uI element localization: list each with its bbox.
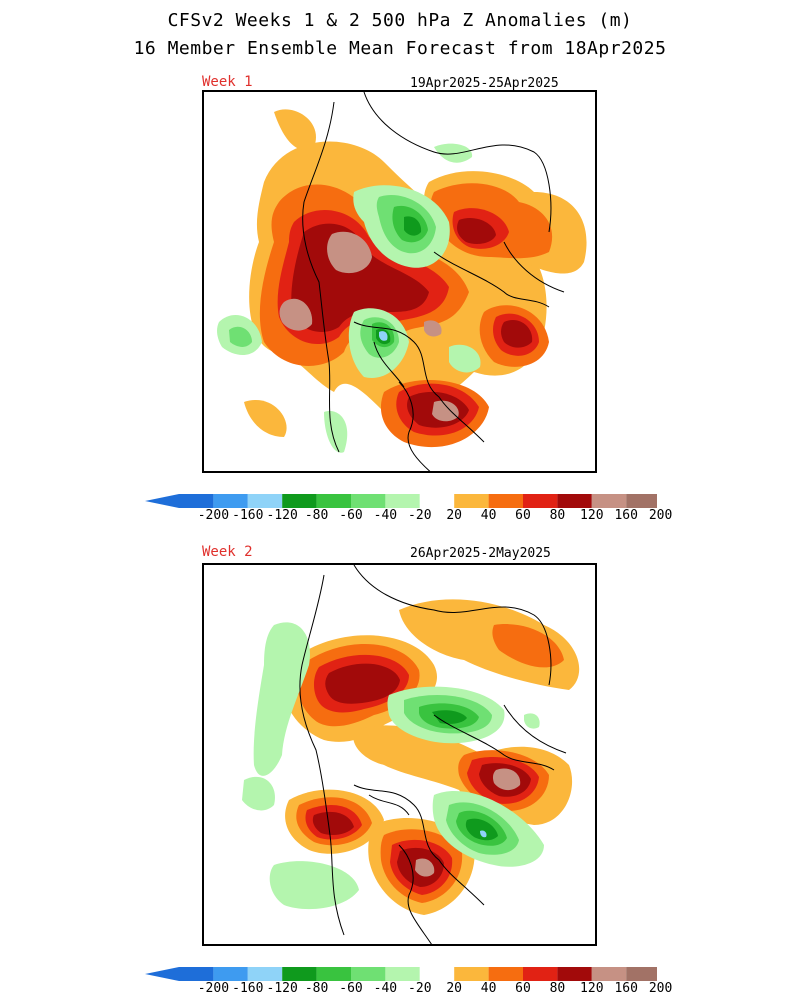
week2-anomaly-map: [202, 563, 597, 946]
colorbar-swatch: [523, 967, 558, 981]
colorbar-tick-label: -200: [197, 981, 230, 996]
colorbar-swatch: [454, 967, 489, 981]
colorbar-week1-labels: -200 -160 -120 -80 -60 -40 -20 20 40 60 80 120 160 20…: [145, 508, 673, 524]
colorbar-swatch: [385, 494, 420, 508]
panel1-week-label: Week 1: [202, 74, 253, 90]
colorbar-swatch: [351, 494, 386, 508]
colorbar-tick-label: 20: [446, 508, 463, 523]
colorbar-tick-label: 60: [515, 981, 531, 996]
colorbar-swatch: [557, 494, 592, 508]
colorbar-tick-label: 120: [580, 508, 604, 523]
colorbar-week1: -200 -160 -120 -80 -60 -40 -20 20 40 60 80 120 160 20…: [145, 492, 695, 532]
colorbar-swatch: [419, 494, 455, 508]
colorbar-swatch: [247, 967, 283, 981]
colorbar-tick-label: 200: [648, 981, 673, 996]
colorbar-tick-label: -80: [304, 508, 329, 523]
colorbar-swatch: [179, 967, 214, 981]
colorbar-swatch: [419, 967, 455, 981]
week2-coastlines: [299, 565, 567, 944]
colorbar-tick-label: -20: [408, 508, 432, 523]
colorbar-tick-label: -40: [373, 981, 398, 996]
colorbar-week2: -200 -160 -120 -80 -60 -40 -20 20 40 60 80 120 160 20…: [145, 965, 695, 1005]
colorbar-swatch: [213, 967, 248, 981]
chart-title-line2: 16 Member Ensemble Mean Forecast from 18…: [133, 38, 667, 59]
week1-coastlines: [302, 92, 565, 471]
colorbar-tick-label: -80: [304, 981, 329, 996]
colorbar-tick-label: 80: [549, 981, 566, 996]
colorbar-week2-labels: -200 -160 -120 -80 -60 -40 -20 20 40 60 80 120 160 20…: [145, 981, 673, 997]
colorbar-swatch: [351, 967, 386, 981]
colorbar-swatch: [523, 494, 558, 508]
colorbar-swatch: [282, 967, 317, 981]
colorbar-swatch: [557, 967, 592, 981]
colorbar-swatch: [385, 967, 420, 981]
colorbar-tick-label: -160: [232, 508, 264, 523]
colorbar-swatch: [488, 494, 523, 508]
panel2-week-label: Week 2: [202, 544, 253, 560]
week1-positive-anomalies: [244, 109, 587, 448]
colorbar-swatch: [591, 494, 627, 508]
week1-anomaly-map: [202, 90, 597, 473]
colorbar-swatch: [454, 494, 489, 508]
colorbar-tick-label: -20: [408, 981, 432, 996]
colorbar-tick-label: 60: [515, 508, 531, 523]
colorbar-low-arrow: [145, 494, 179, 508]
colorbar-tick-label: 40: [480, 981, 497, 996]
colorbar-swatch: [213, 494, 248, 508]
colorbar-tick-label: -200: [197, 508, 230, 523]
colorbar-tick-label: 160: [614, 981, 638, 996]
colorbar-swatch: [591, 967, 627, 981]
week2-map-svg: [242, 565, 580, 944]
colorbar-tick-label: -120: [266, 508, 298, 523]
week2-negative-anomalies: [242, 622, 544, 910]
colorbar-swatch: [626, 494, 661, 508]
colorbar-swatch: [488, 967, 523, 981]
colorbar-tick-label: -60: [339, 981, 363, 996]
colorbar-tick-label: 200: [648, 508, 673, 523]
colorbar-swatch: [282, 494, 317, 508]
chart-title-line1: CFSv2 Weeks 1 & 2 500 hPa Z Anomalies (m…: [167, 10, 633, 31]
panel1-date-range: 19Apr2025-25Apr2025: [410, 76, 559, 91]
colorbar-tick-label: 80: [549, 508, 566, 523]
colorbar-swatch: [179, 494, 214, 508]
colorbar-tick-label: -60: [339, 508, 363, 523]
colorbar-tick-label: -40: [373, 508, 398, 523]
colorbar-low-arrow: [145, 967, 179, 981]
colorbar-swatch: [316, 494, 351, 508]
panel2-date-range: 26Apr2025-2May2025: [410, 546, 551, 561]
colorbar-tick-label: 120: [580, 981, 604, 996]
colorbar-tick-label: 40: [480, 508, 497, 523]
colorbar-tick-label: 20: [446, 981, 463, 996]
colorbar-tick-label: -160: [232, 981, 264, 996]
week1-map-svg: [217, 92, 587, 471]
colorbar-swatch: [316, 967, 351, 981]
colorbar-swatch: [247, 494, 283, 508]
colorbar-tick-label: -120: [266, 981, 298, 996]
colorbar-swatch: [626, 967, 661, 981]
colorbar-tick-label: 160: [614, 508, 638, 523]
